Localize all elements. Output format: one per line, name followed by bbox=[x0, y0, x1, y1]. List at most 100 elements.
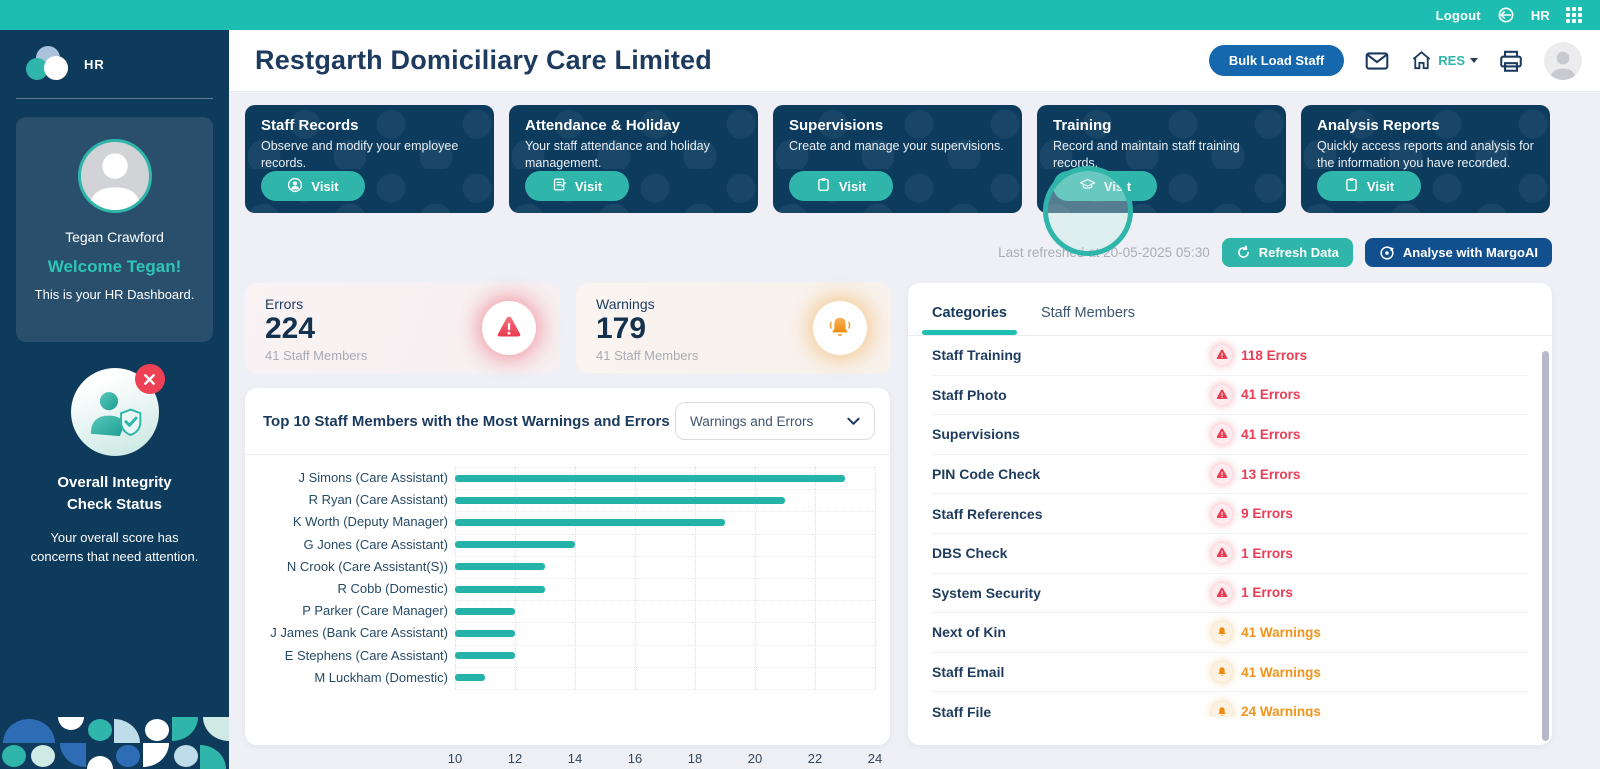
nav-card-staff-records: Staff Records Observe and modify your emp… bbox=[245, 105, 494, 213]
count-badge: 9 Errors bbox=[1212, 503, 1293, 524]
category-name: System Security bbox=[932, 584, 1041, 601]
pattern-shape bbox=[57, 717, 86, 743]
bell-icon bbox=[813, 301, 867, 355]
visit-button-staff-records[interactable]: Visit bbox=[261, 171, 365, 201]
pattern-shape bbox=[171, 717, 201, 743]
home-selector[interactable]: RES bbox=[1410, 49, 1478, 72]
visit-button-training[interactable]: Vis t bbox=[1053, 171, 1157, 201]
bar-j-simons-care-assistant bbox=[455, 474, 845, 482]
alert-triangle-icon bbox=[1212, 384, 1233, 405]
gridline bbox=[455, 689, 875, 690]
nav-card-description: Observe and modify your employee records… bbox=[261, 139, 459, 171]
home-icon bbox=[1413, 51, 1431, 70]
bar-n-crook-care-assistant-s bbox=[455, 563, 545, 571]
profile-avatar[interactable] bbox=[1544, 41, 1582, 80]
topbar-hr-label[interactable]: HR bbox=[1530, 7, 1550, 23]
mail-icon[interactable] bbox=[1364, 48, 1390, 74]
count-badge: 24 Warnings bbox=[1212, 701, 1321, 717]
category-row-pin-code-check[interactable]: PIN Code Check 13 Errors bbox=[932, 455, 1528, 495]
bulk-load-staff-button[interactable]: Bulk Load Staff bbox=[1208, 45, 1345, 76]
category-name: PIN Code Check bbox=[932, 466, 1041, 483]
category-name: Next of Kin bbox=[932, 624, 1006, 641]
gridline bbox=[455, 511, 875, 513]
visit-button-supervisions[interactable]: Visit bbox=[789, 171, 893, 201]
chart-category-label: J Simons (Care Assistant) bbox=[298, 470, 448, 485]
nav-card-description: Quickly access reports and analysis for … bbox=[1317, 139, 1534, 171]
visit-button-attendance-holiday[interactable]: Visit bbox=[525, 171, 629, 201]
gridline bbox=[455, 555, 875, 557]
tab-categories[interactable]: Categories bbox=[922, 305, 1017, 335]
clipboard-icon bbox=[1344, 177, 1359, 195]
pattern-shape bbox=[142, 743, 172, 769]
category-row-staff-references[interactable]: Staff References 9 Errors bbox=[932, 494, 1528, 534]
gridline bbox=[455, 666, 875, 668]
top-app-bar: Logout HR bbox=[0, 0, 1600, 30]
nav-card-description: Create and manage your supervisions. bbox=[789, 139, 1004, 153]
category-name: Staff File bbox=[932, 703, 992, 717]
category-row-staff-training[interactable]: Staff Training 118 Errors bbox=[932, 336, 1528, 376]
pattern-shape bbox=[114, 743, 143, 769]
gridline bbox=[875, 467, 876, 689]
logout-link[interactable]: Logout bbox=[1435, 7, 1481, 23]
gridline bbox=[455, 533, 875, 535]
home-label: RES bbox=[1438, 53, 1465, 68]
print-icon[interactable] bbox=[1498, 48, 1524, 74]
pattern-shape bbox=[29, 743, 58, 769]
nav-card-training: Training Record and maintain staff traini… bbox=[1037, 105, 1286, 256]
note-icon bbox=[552, 177, 567, 195]
chart-category-label: P Parker (Care Manager) bbox=[302, 603, 448, 619]
errors-subtext: 41 Staff Members bbox=[265, 347, 368, 363]
category-row-next-of-kin[interactable]: Next of Kin 41 Warnings bbox=[932, 613, 1528, 653]
refresh-icon bbox=[1237, 245, 1249, 258]
bar-p-parker-care-manager bbox=[455, 607, 515, 615]
category-row-system-security[interactable]: System Security 1 Errors bbox=[932, 574, 1528, 614]
refresh-data-button[interactable]: Refresh Data bbox=[1221, 238, 1353, 267]
gridline bbox=[455, 489, 875, 491]
nav-card-title: Attendance & Holiday bbox=[525, 117, 681, 134]
error-x-badge bbox=[134, 364, 165, 394]
category-row-dbs-check[interactable]: DBS Check 1 Errors bbox=[932, 534, 1528, 574]
chart-plot-area bbox=[455, 467, 876, 690]
scrollbar-thumb[interactable] bbox=[1542, 351, 1549, 741]
chart-category-labels: J Simons (Care Assistant) R Ryan (Care As… bbox=[245, 467, 448, 689]
pattern-shape bbox=[172, 743, 201, 769]
chart-filter-select[interactable]: Warnings and Errors bbox=[675, 402, 875, 440]
alert-triangle-icon bbox=[1212, 543, 1233, 564]
chart-category-label: R Cobb (Domestic) bbox=[337, 580, 448, 596]
category-row-supervisions[interactable]: Supervisions 41 Errors bbox=[932, 415, 1528, 455]
bar-m-luckham-domestic bbox=[455, 674, 485, 682]
nav-card-description: Your staff attendance and holiday manage… bbox=[525, 139, 710, 171]
welcome-card: Tegan Crawford Welcome Tegan! This is yo… bbox=[16, 117, 213, 342]
pattern-shape bbox=[200, 717, 229, 743]
x-tick-label: 24 bbox=[867, 751, 883, 766]
app-logo[interactable]: HR bbox=[0, 30, 229, 94]
person-circle-icon bbox=[287, 177, 303, 196]
page-title: Restgarth Domiciliary Care Limited bbox=[255, 45, 712, 75]
divider bbox=[245, 454, 890, 455]
stats-row: Errors 224 41 Staff Members Warnings 179… bbox=[245, 283, 891, 373]
apps-grid-icon[interactable] bbox=[1566, 7, 1582, 23]
tab-staff-members[interactable]: Staff Members bbox=[1040, 305, 1135, 321]
count-badge: 41 Errors bbox=[1212, 424, 1300, 445]
cloud-logo-icon bbox=[26, 46, 70, 82]
warnings-subtext: 41 Staff Members bbox=[596, 347, 699, 363]
chart-category-label: G Jones (Care Assistant) bbox=[303, 536, 449, 552]
visit-button-analysis-reports[interactable]: Visit bbox=[1317, 171, 1421, 201]
logout-icon[interactable] bbox=[1497, 6, 1515, 24]
category-row-staff-email[interactable]: Staff Email 41 Warnings bbox=[932, 653, 1528, 693]
count-badge: 1 Errors bbox=[1212, 582, 1293, 603]
page-header: Restgarth Domiciliary Care Limited Bulk … bbox=[229, 30, 1600, 92]
gridline bbox=[455, 467, 875, 468]
chart-category-label: K Worth (Deputy Manager) bbox=[292, 514, 448, 530]
category-row-staff-photo[interactable]: Staff Photo 41 Errors bbox=[932, 376, 1528, 416]
nav-card-title: Staff Records bbox=[261, 117, 359, 134]
sidebar-divider bbox=[16, 98, 213, 99]
welcome-message: Welcome Tegan! bbox=[47, 257, 182, 276]
nav-cards-row: Staff Records Observe and modify your emp… bbox=[245, 105, 1550, 256]
category-row-staff-file[interactable]: Staff File 24 Warnings bbox=[932, 692, 1528, 717]
pattern-shape bbox=[57, 743, 86, 769]
panel-tabs: Categories Staff Members bbox=[908, 283, 1552, 335]
analyse-margoai-button[interactable]: Analyse with MargoAI bbox=[1364, 238, 1552, 267]
bar-r-ryan-care-assistant bbox=[455, 496, 785, 504]
categories-panel: Categories Staff Members Staff Training 11… bbox=[908, 283, 1552, 745]
